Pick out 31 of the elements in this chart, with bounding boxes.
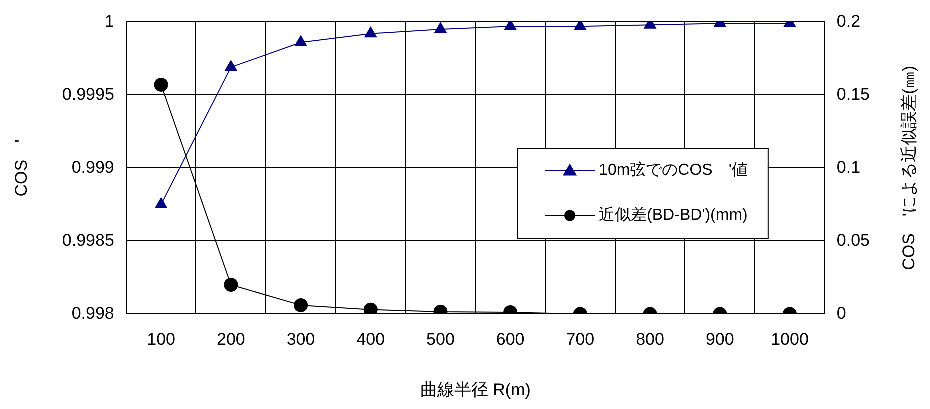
x-tick-label: 1000	[771, 330, 809, 350]
y-tick-label: 0.998	[72, 304, 114, 323]
x-tick-label: 600	[496, 330, 525, 350]
x-tick-label: 900	[706, 330, 734, 350]
point	[364, 26, 378, 38]
x-tick-label: 300	[286, 330, 316, 350]
point	[434, 22, 447, 34]
x-tick-label: 400	[356, 330, 386, 350]
point	[294, 36, 308, 46]
x-tick-label: 200	[216, 330, 246, 350]
x-tick-label: 800	[636, 330, 664, 350]
y2-tick-label: 0.05	[836, 230, 870, 250]
y2-tick-label: 0	[836, 304, 846, 323]
y-axis-title: COS '	[12, 140, 31, 197]
x-axis-title: 曲線半径 R(m)	[420, 380, 531, 400]
y2-tick-label: 0.2	[836, 12, 861, 31]
y-tick-label: 0.9995	[62, 84, 114, 104]
x-tick-label: 700	[566, 330, 595, 350]
y2-axis-title: COS 'による近似誤差(㎜)	[900, 66, 919, 270]
legend-label: 10m弦でのCOS '値	[599, 161, 748, 180]
y-tick-label: 0.9985	[62, 230, 114, 250]
y-tick-label: 1	[104, 12, 114, 31]
y2-tick-label: 0.15	[836, 84, 870, 104]
point	[225, 60, 238, 72]
point	[154, 78, 168, 92]
y-tick-label: 0.999	[72, 158, 114, 177]
x-tick-label: 500	[426, 330, 455, 350]
legend-label: 近似差(BD-BD')(mm)	[599, 206, 748, 224]
x-tick-label: 100	[147, 330, 176, 350]
point	[155, 198, 168, 208]
y2-tick-label: 0.1	[836, 158, 861, 177]
